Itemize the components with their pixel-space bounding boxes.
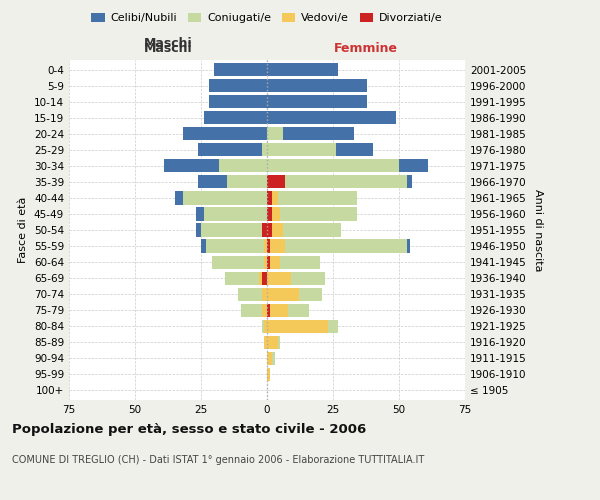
Bar bbox=[225, 272, 259, 284]
Text: Maschi: Maschi bbox=[143, 37, 193, 50]
Bar bbox=[196, 208, 203, 220]
Bar bbox=[267, 352, 272, 365]
Bar bbox=[259, 272, 262, 284]
Text: Popolazione per età, sesso e stato civile - 2006: Popolazione per età, sesso e stato civil… bbox=[12, 422, 366, 436]
Bar bbox=[407, 240, 410, 252]
Bar bbox=[283, 224, 341, 236]
Bar bbox=[328, 320, 338, 333]
Bar bbox=[267, 63, 338, 76]
Text: Femmine: Femmine bbox=[334, 42, 398, 55]
Bar bbox=[265, 240, 267, 252]
Bar bbox=[214, 63, 267, 76]
Bar bbox=[265, 256, 267, 268]
Bar bbox=[267, 240, 269, 252]
Bar bbox=[238, 288, 262, 300]
Bar bbox=[267, 111, 397, 124]
Bar bbox=[206, 240, 265, 252]
Bar bbox=[265, 320, 267, 333]
Bar bbox=[267, 160, 399, 172]
Bar bbox=[262, 143, 267, 156]
Bar bbox=[267, 288, 299, 300]
Bar bbox=[278, 336, 280, 349]
Bar bbox=[272, 208, 280, 220]
Bar bbox=[262, 288, 267, 300]
Y-axis label: Fasce di età: Fasce di età bbox=[19, 197, 28, 263]
Bar bbox=[267, 320, 328, 333]
Bar bbox=[288, 304, 309, 317]
Bar bbox=[267, 256, 269, 268]
Bar bbox=[267, 368, 269, 381]
Bar bbox=[209, 95, 267, 108]
Bar bbox=[267, 127, 283, 140]
Bar bbox=[272, 224, 283, 236]
Bar bbox=[267, 192, 272, 204]
Bar bbox=[267, 79, 367, 92]
Bar bbox=[267, 224, 272, 236]
Bar bbox=[212, 256, 265, 268]
Bar bbox=[203, 208, 267, 220]
Bar bbox=[262, 272, 267, 284]
Bar bbox=[267, 272, 291, 284]
Bar bbox=[182, 192, 267, 204]
Y-axis label: Anni di nascita: Anni di nascita bbox=[533, 188, 543, 271]
Bar bbox=[280, 256, 320, 268]
Bar bbox=[265, 336, 267, 349]
Bar bbox=[267, 95, 367, 108]
Bar bbox=[291, 272, 325, 284]
Bar bbox=[286, 176, 407, 188]
Bar bbox=[407, 176, 412, 188]
Bar bbox=[286, 240, 407, 252]
Bar bbox=[201, 240, 206, 252]
Bar bbox=[267, 176, 286, 188]
Bar bbox=[278, 192, 357, 204]
Bar bbox=[182, 127, 267, 140]
Bar bbox=[262, 320, 265, 333]
Bar bbox=[269, 304, 288, 317]
Bar bbox=[241, 304, 262, 317]
Bar bbox=[209, 79, 267, 92]
Bar bbox=[299, 288, 322, 300]
Bar bbox=[269, 240, 286, 252]
Bar bbox=[335, 143, 373, 156]
Bar bbox=[203, 111, 267, 124]
Bar bbox=[220, 160, 267, 172]
Bar bbox=[267, 304, 269, 317]
Bar bbox=[272, 352, 275, 365]
Bar bbox=[175, 192, 182, 204]
Bar bbox=[196, 224, 201, 236]
Bar bbox=[283, 127, 354, 140]
Bar bbox=[199, 143, 262, 156]
Bar bbox=[262, 304, 267, 317]
Bar bbox=[267, 143, 335, 156]
Bar bbox=[399, 160, 428, 172]
Text: Maschi: Maschi bbox=[143, 42, 193, 55]
Bar bbox=[262, 224, 267, 236]
Text: COMUNE DI TREGLIO (CH) - Dati ISTAT 1° gennaio 2006 - Elaborazione TUTTITALIA.IT: COMUNE DI TREGLIO (CH) - Dati ISTAT 1° g… bbox=[12, 455, 424, 465]
Bar bbox=[227, 176, 267, 188]
Bar bbox=[267, 336, 278, 349]
Bar bbox=[272, 192, 278, 204]
Bar bbox=[201, 224, 262, 236]
Bar bbox=[164, 160, 220, 172]
Bar bbox=[269, 256, 280, 268]
Bar bbox=[280, 208, 357, 220]
Bar bbox=[199, 176, 227, 188]
Bar bbox=[267, 208, 272, 220]
Legend: Celibi/Nubili, Coniugati/e, Vedovi/e, Divorziati/e: Celibi/Nubili, Coniugati/e, Vedovi/e, Di… bbox=[87, 8, 447, 28]
